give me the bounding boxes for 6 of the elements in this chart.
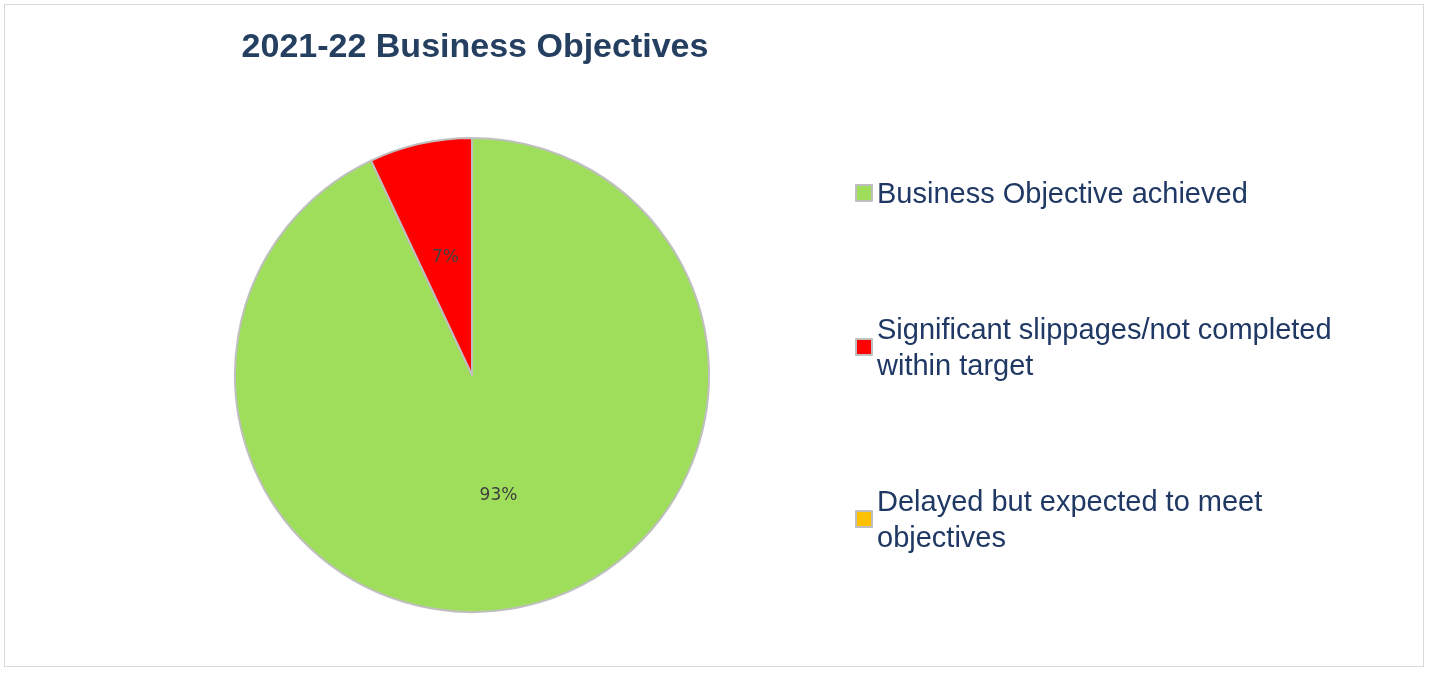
- legend-label: Significant slippages/not completed within target: [876, 313, 1340, 381]
- data-label: 93%: [479, 483, 518, 504]
- chart-title: 2021-22 Business Objectives: [241, 26, 709, 64]
- legend-label: Business Objective achieved: [877, 177, 1248, 209]
- legend-label: Delayed but expected to meet objectives: [877, 485, 1271, 553]
- data-label: 7%: [432, 246, 459, 267]
